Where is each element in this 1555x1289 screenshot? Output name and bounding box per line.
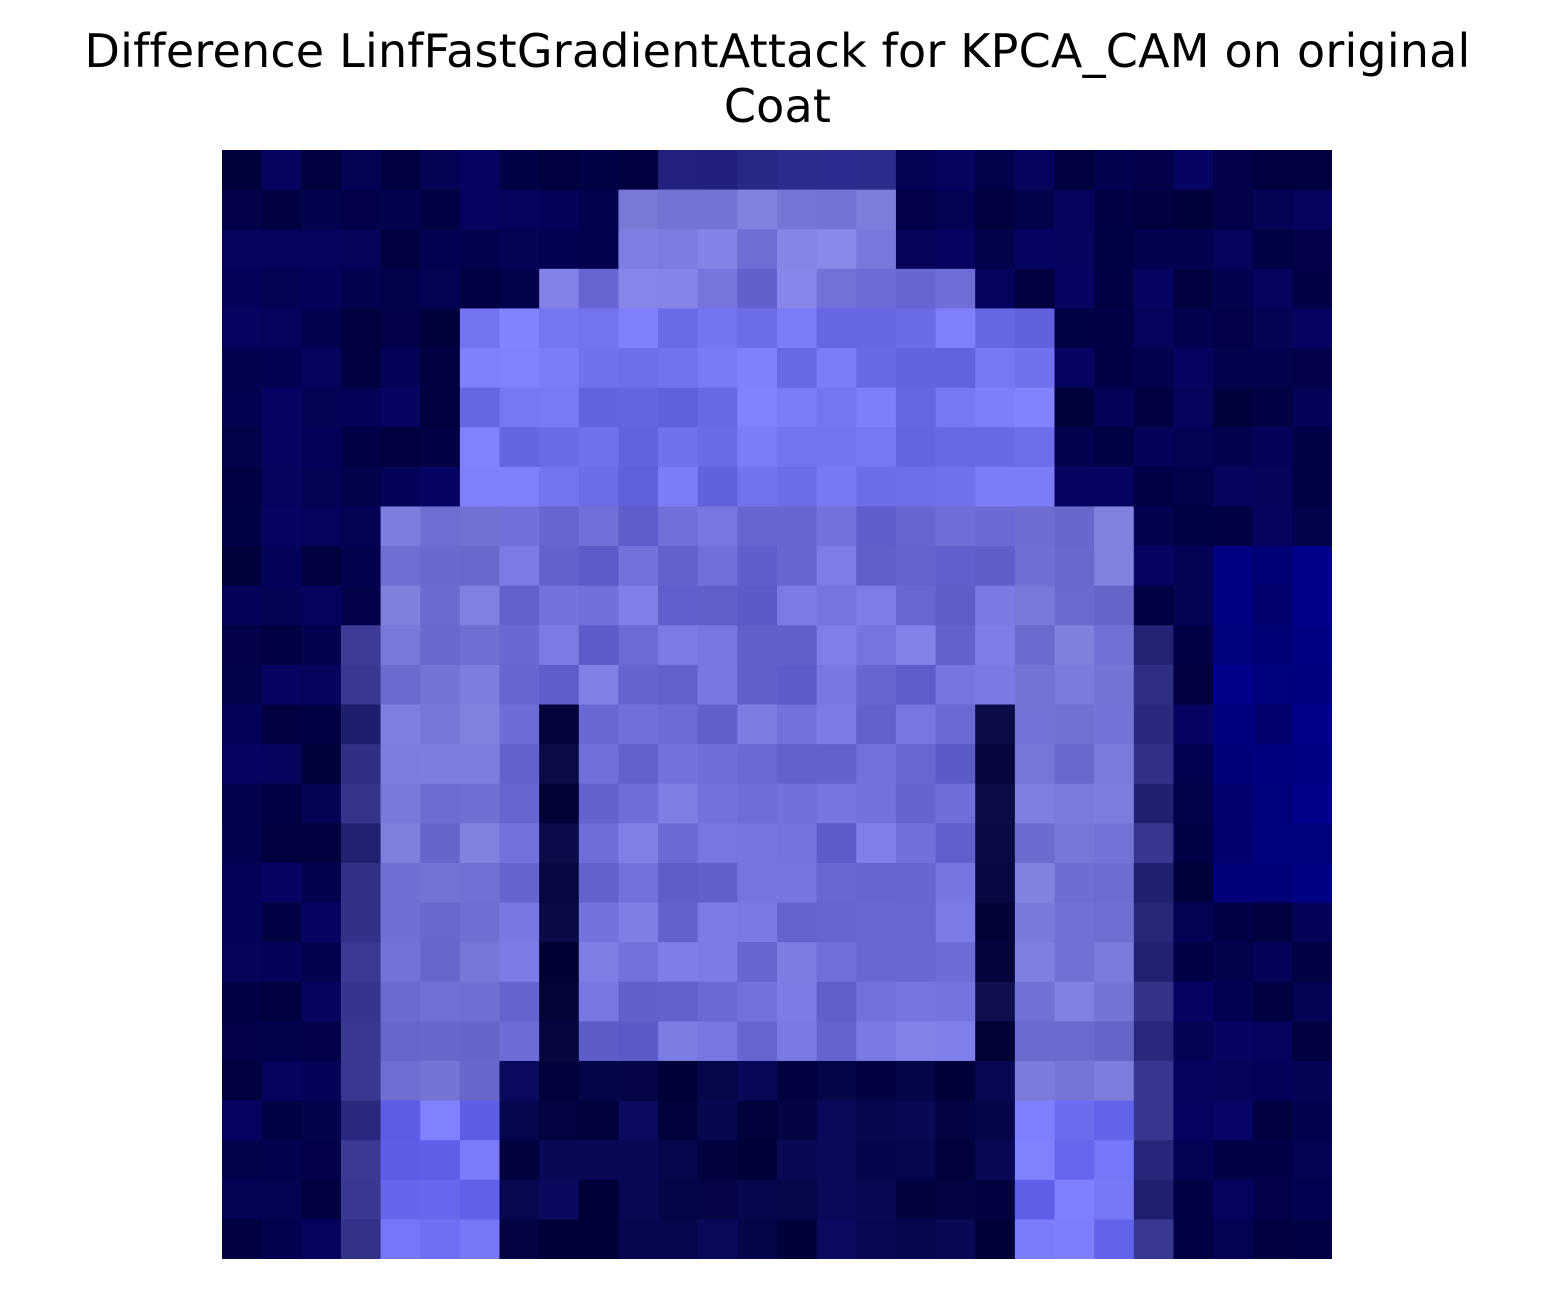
- title-line-1: Difference LinfFastGradientAttack for KP…: [84, 24, 1471, 78]
- pixel-grid: [222, 150, 1332, 1259]
- title-line-2: Coat: [723, 79, 832, 133]
- figure-title: Difference LinfFastGradientAttack for KP…: [0, 24, 1555, 134]
- coat-difference-image: [222, 150, 1332, 1259]
